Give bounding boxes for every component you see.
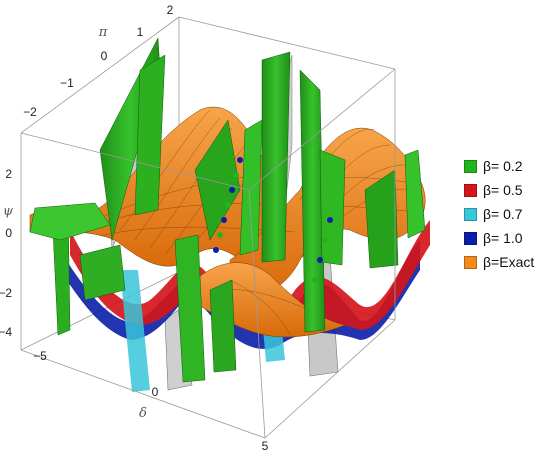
legend-item-beta-0.7: β= 0.7 <box>464 202 534 226</box>
surface-beta-0.7 <box>120 270 285 392</box>
x-axis-ticks: −5 0 5 <box>33 349 269 453</box>
x-tick-3: 5 <box>262 439 269 453</box>
z-tick-2: 0 <box>5 226 12 240</box>
x-axis-label: δ <box>139 406 147 421</box>
legend-swatch <box>464 183 477 197</box>
y-tick-3: 0 <box>101 49 108 63</box>
y-tick-5: −2 <box>23 105 37 119</box>
z-tick-1: 2 <box>5 167 12 181</box>
legend-item-beta-exact: β=Exact <box>464 250 534 274</box>
legend-item-beta-0.5: β= 0.5 <box>464 178 534 202</box>
z-axis-ticks: 2 0 −2 −4 <box>0 167 12 339</box>
legend-swatch <box>464 159 477 173</box>
x-tick-1: −5 <box>33 349 47 363</box>
y-tick-1: 2 <box>167 3 174 17</box>
legend: β= 0.2 β= 0.5 β= 0.7 β= 1.0 β=Exact <box>464 154 534 274</box>
x-tick-2: 0 <box>152 385 159 399</box>
z-tick-4: −4 <box>0 325 12 339</box>
legend-swatch <box>464 255 477 269</box>
surface-beta-0.2 <box>29 37 426 383</box>
legend-label: β= 0.5 <box>483 182 523 198</box>
surface-layers <box>29 37 430 392</box>
legend-label: β= 0.2 <box>483 158 523 174</box>
z-tick-3: −2 <box>0 286 12 300</box>
legend-item-beta-1.0: β= 1.0 <box>464 226 534 250</box>
z-axis-label: ψ <box>3 204 14 219</box>
legend-label: β= 1.0 <box>483 230 523 246</box>
y-tick-4: −1 <box>60 76 74 90</box>
y-tick-2: 1 <box>137 25 144 39</box>
y-axis-label: π <box>98 25 108 40</box>
legend-swatch <box>464 231 477 245</box>
y-axis-ticks: 2 1 0 −1 −2 <box>23 3 174 119</box>
ridge-markers <box>213 157 333 283</box>
legend-swatch <box>464 207 477 221</box>
legend-item-beta-0.2: β= 0.2 <box>464 154 534 178</box>
legend-label: β=Exact <box>483 254 535 270</box>
surface-beta-0.5 <box>70 220 430 338</box>
box-front-edges <box>20 68 396 439</box>
legend-label: β= 0.7 <box>483 206 523 222</box>
